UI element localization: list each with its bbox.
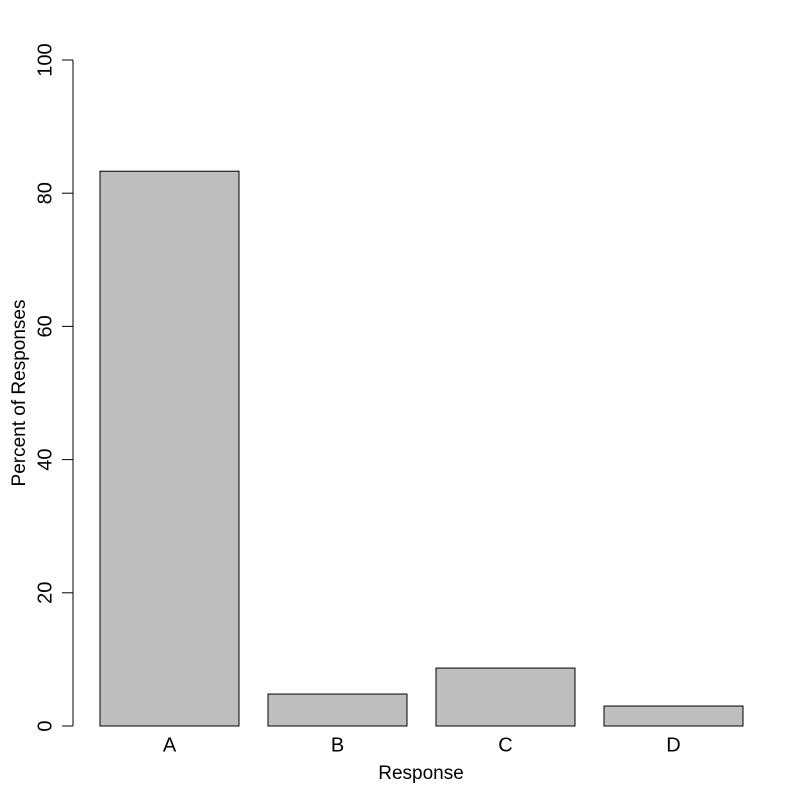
y-tick-label: 80: [34, 182, 56, 204]
bar: [267, 693, 408, 727]
y-tick-label: 100: [34, 43, 56, 76]
x-tick-label: C: [498, 734, 512, 756]
y-tick-label: 20: [34, 582, 56, 604]
x-tick-label: A: [163, 734, 177, 756]
y-axis-label: Percent of Responses: [9, 300, 30, 487]
x-axis-label: Response: [378, 763, 464, 784]
y-tick-label: 60: [34, 315, 56, 337]
bar: [99, 170, 240, 727]
bar: [435, 667, 576, 727]
x-tick-label: B: [331, 734, 344, 756]
bar: [603, 705, 744, 727]
y-tick-label: 0: [34, 720, 56, 731]
x-tick-label: D: [666, 734, 680, 756]
y-tick-label: 40: [34, 448, 56, 470]
